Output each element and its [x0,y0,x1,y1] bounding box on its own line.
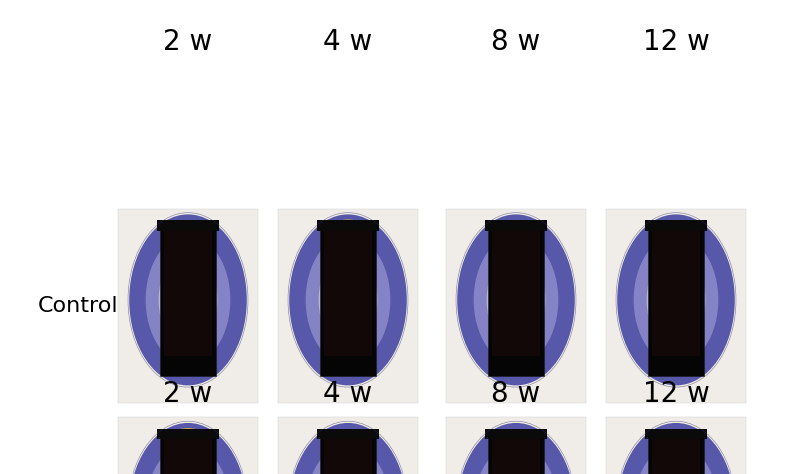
Ellipse shape [474,236,558,364]
Bar [165,224,211,356]
Ellipse shape [618,423,735,474]
Bar [160,429,216,474]
Bar [645,220,707,231]
Ellipse shape [458,214,574,385]
Ellipse shape [146,236,230,364]
Text: 12 w: 12 w [642,380,710,408]
Bar [493,224,539,356]
Bar [606,209,746,403]
Text: 12 w: 12 w [642,27,710,56]
Ellipse shape [618,214,735,385]
Ellipse shape [318,461,378,474]
Bar [446,417,586,474]
Bar [165,433,211,474]
Bar [653,433,699,474]
Bar [278,209,418,403]
Ellipse shape [290,423,407,474]
Ellipse shape [129,423,246,474]
Ellipse shape [129,214,246,385]
Bar [653,224,699,356]
Ellipse shape [290,214,407,385]
Bar [157,429,219,439]
Bar [157,220,219,231]
Bar [488,220,544,376]
Text: 8 w: 8 w [491,27,541,56]
Text: Control: Control [38,296,118,316]
Bar [317,429,379,439]
Text: 8 w: 8 w [491,380,541,408]
Bar [493,433,539,474]
Bar [606,417,746,474]
Bar [317,220,379,231]
Bar [648,429,704,474]
Ellipse shape [486,461,546,474]
Ellipse shape [146,444,230,474]
Ellipse shape [306,236,390,364]
Bar [118,209,258,403]
Bar [488,429,544,474]
Ellipse shape [318,253,378,347]
Text: 4 w: 4 w [323,380,373,408]
Bar [485,220,547,231]
Ellipse shape [306,444,390,474]
Bar [118,417,258,474]
Text: 2 w: 2 w [163,380,213,408]
Ellipse shape [458,423,574,474]
Ellipse shape [474,444,558,474]
Ellipse shape [634,236,718,364]
Text: 2 w: 2 w [163,27,213,56]
Bar [278,417,418,474]
Ellipse shape [646,461,706,474]
Bar [325,224,371,356]
Bar [645,429,707,439]
Bar [325,433,371,474]
Ellipse shape [158,253,218,347]
Ellipse shape [326,219,370,252]
Ellipse shape [486,253,546,347]
Bar [320,429,376,474]
Text: 4 w: 4 w [323,27,373,56]
Ellipse shape [158,461,218,474]
Bar [160,220,216,376]
Bar [446,209,586,403]
Ellipse shape [646,253,706,347]
Bar [320,220,376,376]
Bar [485,429,547,439]
Bar [648,220,704,376]
Ellipse shape [166,428,210,461]
Ellipse shape [634,444,718,474]
